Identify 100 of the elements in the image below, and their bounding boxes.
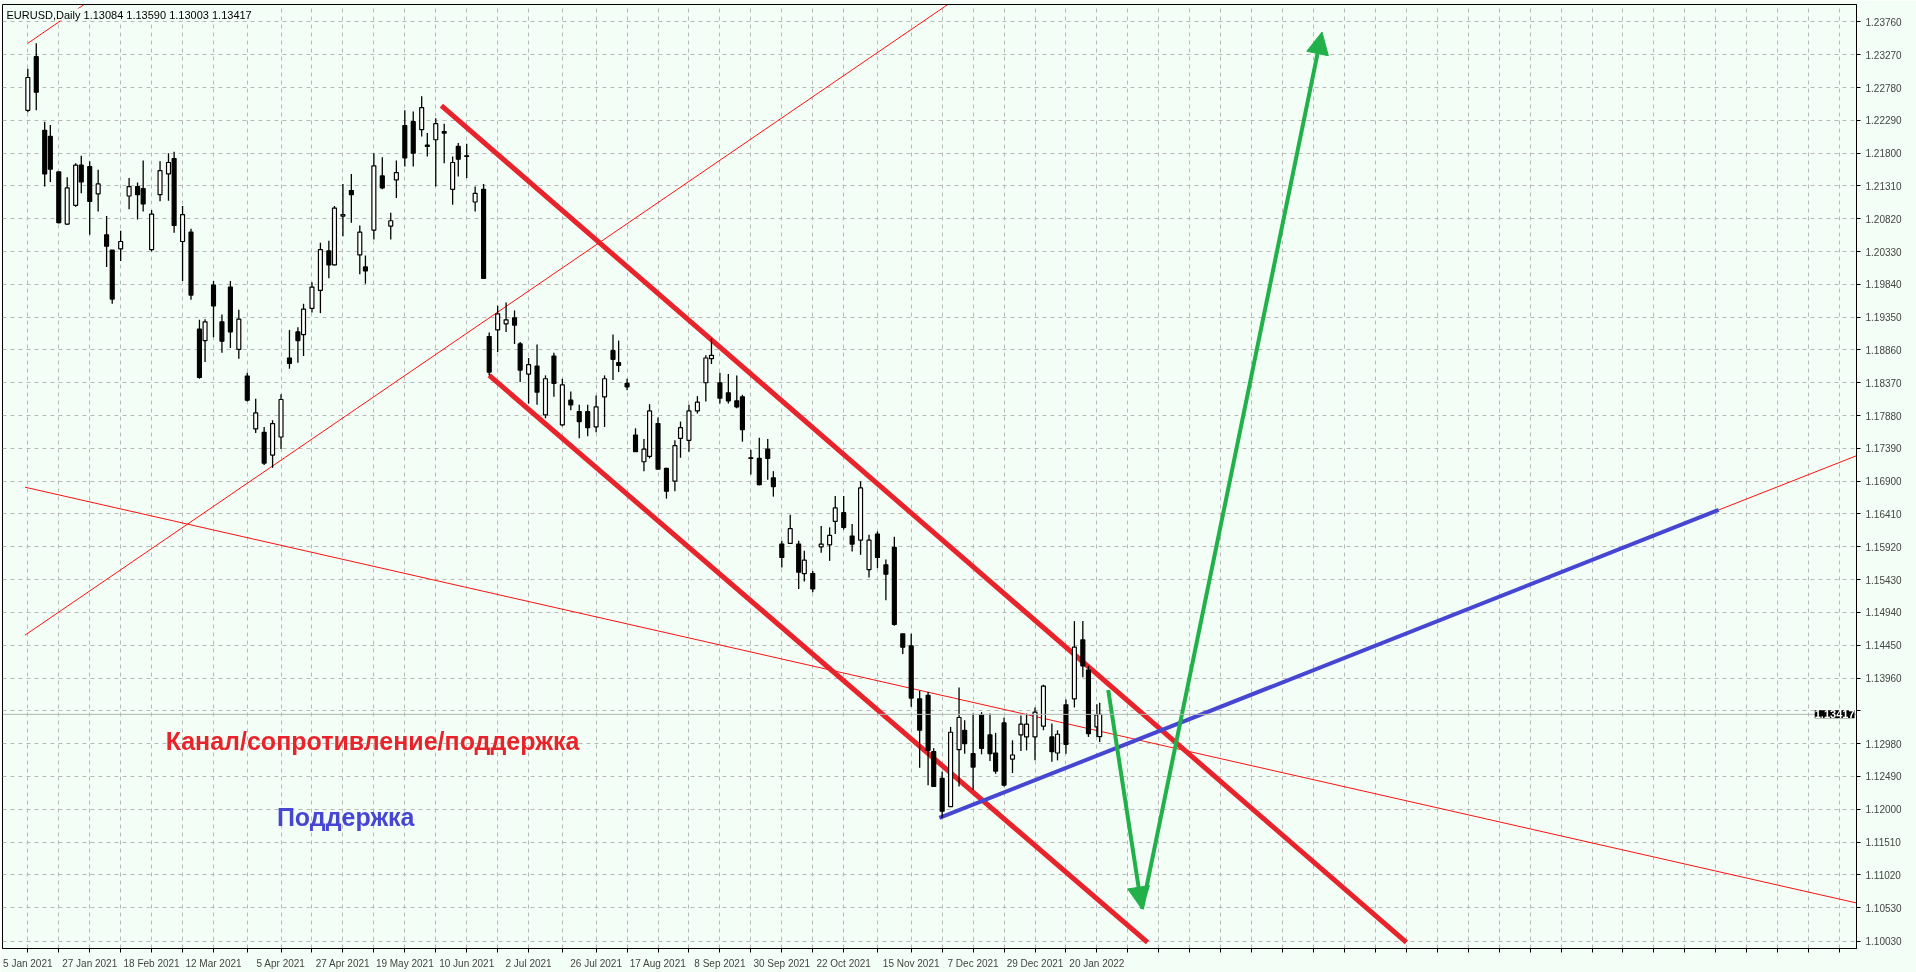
candlestick	[455, 142, 461, 178]
candlestick	[362, 254, 368, 285]
candlestick	[309, 281, 315, 314]
candlestick	[441, 123, 447, 164]
x-tick-label: 22 Oct 2021	[816, 957, 872, 969]
candlestick	[348, 173, 354, 224]
y-tick-label: 1.11510	[1865, 837, 1902, 849]
y-tick-label: 1.16410	[1865, 508, 1903, 520]
y-tick-label: 1.15430	[1865, 574, 1903, 586]
x-tick-label: 18 Feb 2021	[123, 957, 181, 969]
x-tick-label: 26 Jul 2021	[570, 957, 623, 969]
ref-line-label: 1.13417	[1814, 708, 1855, 721]
candlestick	[765, 438, 771, 481]
candlestick	[357, 224, 363, 275]
y-tick-label: 1.17390	[1865, 443, 1903, 455]
y-tick-label: 1.21310	[1865, 180, 1903, 192]
candlestick	[779, 540, 785, 569]
candlestick	[810, 570, 816, 593]
x-tick-label: 20 Jan 2022	[1069, 957, 1125, 969]
x-tick-label: 8 Sep 2021	[694, 957, 746, 969]
y-tick-label: 1.14940	[1865, 607, 1903, 619]
candlestick	[787, 514, 793, 545]
y-tick-label: 1.20330	[1865, 246, 1903, 258]
candlestick	[832, 495, 838, 535]
y-tick-label: 1.18370	[1865, 377, 1903, 389]
candlestick	[624, 378, 630, 391]
candlestick	[770, 470, 776, 498]
y-tick-label: 1.20820	[1865, 213, 1903, 225]
candlestick	[663, 467, 670, 500]
candlestick	[717, 372, 723, 405]
candlestick	[104, 215, 110, 268]
y-tick-label: 1.23270	[1865, 49, 1903, 61]
candlestick	[849, 523, 855, 553]
y-tick-label: 1.23760	[1865, 16, 1903, 28]
y-tick-label: 1.17880	[1865, 410, 1903, 422]
y-tick-label: 1.15920	[1865, 541, 1903, 553]
candlestick	[874, 530, 881, 569]
candlestick	[883, 558, 889, 602]
candlestick	[286, 329, 293, 370]
candlestick	[419, 95, 425, 138]
x-tick-label: 27 Jan 2021	[62, 957, 118, 969]
x-tick-label: 12 Mar 2021	[185, 957, 243, 969]
y-tick-label: 1.21800	[1865, 148, 1903, 160]
candlestick	[526, 357, 532, 405]
y-tick-label: 1.12980	[1865, 738, 1903, 750]
y-tick-label: 1.12490	[1865, 771, 1903, 783]
candlestick	[464, 143, 470, 179]
candlestick	[495, 305, 501, 353]
candlestick	[970, 712, 976, 791]
x-tick-label: 7 Dec 2021	[947, 957, 1000, 969]
candlestick	[610, 333, 616, 381]
candlestick	[253, 398, 259, 434]
candlestick	[424, 132, 430, 158]
y-tick-label: 1.10030	[1865, 936, 1903, 948]
candlestick	[393, 159, 399, 199]
x-tick-label: 15 Nov 2021	[882, 957, 941, 969]
candlestick	[433, 117, 439, 188]
candlestick	[1009, 739, 1016, 774]
candlestick	[601, 374, 608, 428]
y-tick-label: 1.13960	[1865, 673, 1903, 685]
y-tick-label: 1.16900	[1865, 476, 1903, 488]
candlestick	[118, 230, 124, 262]
y-tick-label: 1.14450	[1865, 640, 1903, 652]
candlestick	[632, 427, 639, 453]
candlestick	[827, 526, 833, 562]
candlestick	[841, 495, 847, 531]
candlestick	[748, 449, 754, 476]
candlestick	[95, 169, 101, 213]
candlestick	[126, 177, 132, 211]
candlestick	[388, 212, 394, 241]
candlestick	[219, 313, 225, 354]
y-tick-label: 1.10530	[1865, 902, 1903, 914]
y-tick-label: 1.22290	[1865, 115, 1903, 127]
chart-title: EURUSD,Daily 1.13084 1.13590 1.13003 1.13417	[6, 8, 252, 21]
candlestick	[379, 156, 385, 190]
x-tick-label: 5 Apr 2021	[256, 957, 306, 969]
x-tick-label: 30 Sep 2021	[753, 957, 811, 969]
candlestick	[1097, 702, 1103, 743]
x-tick-label: 19 May 2021	[375, 957, 435, 969]
candlestick	[503, 301, 509, 333]
candlestick	[900, 633, 906, 655]
candlestick	[677, 420, 684, 459]
candlestick	[511, 309, 518, 345]
x-tick-label: 29 Dec 2021	[1006, 957, 1064, 969]
candlestick	[593, 394, 599, 433]
y-tick-label: 1.18860	[1865, 344, 1903, 356]
x-tick-label: 10 Jun 2021	[439, 957, 495, 969]
x-tick-label: 5 Jan 2021	[3, 957, 53, 969]
candlestick	[568, 390, 574, 411]
candlestick	[210, 280, 217, 338]
annotation: Поддержка	[276, 802, 416, 831]
x-tick-label: 27 Apr 2021	[315, 957, 371, 969]
y-tick-label: 1.19350	[1865, 312, 1903, 324]
y-tick-label: 1.19840	[1865, 279, 1903, 291]
y-tick-label: 1.22780	[1865, 82, 1903, 94]
candlestick	[725, 373, 731, 405]
candlestick	[616, 339, 622, 373]
y-tick-label: 1.12000	[1865, 804, 1903, 816]
candlestick	[576, 404, 582, 439]
candlestick	[340, 183, 346, 237]
